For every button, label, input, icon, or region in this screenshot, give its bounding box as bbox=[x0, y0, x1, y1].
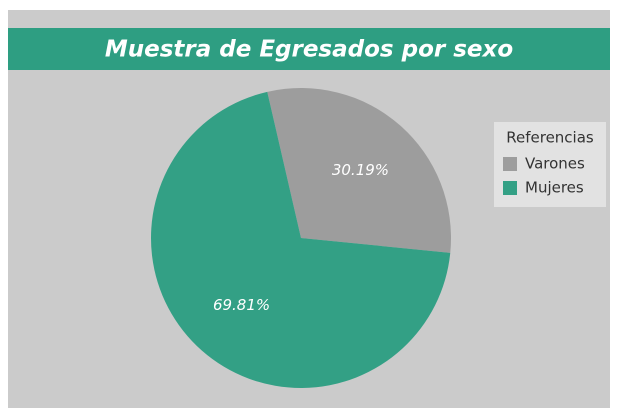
pie-slice bbox=[151, 91, 451, 389]
slice-label: 30.19% bbox=[332, 161, 389, 179]
slice-label: 69.81% bbox=[213, 296, 270, 314]
legend-swatch bbox=[503, 157, 517, 171]
legend-swatch bbox=[503, 181, 517, 195]
legend-label: Mujeres bbox=[525, 179, 584, 197]
pie-slice bbox=[267, 88, 451, 253]
title-bar bbox=[8, 28, 610, 70]
legend-label: Varones bbox=[525, 155, 585, 173]
legend-title: Referencias bbox=[506, 129, 594, 147]
chart-title: Muestra de Egresados por sexo bbox=[105, 37, 513, 63]
